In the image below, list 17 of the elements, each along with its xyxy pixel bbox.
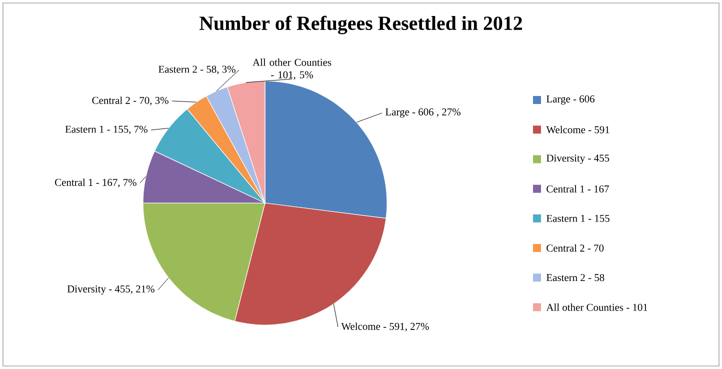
legend-label: Central 2 - 70 bbox=[546, 244, 604, 252]
chart-title: Number of Refugees Resettled in 2012 bbox=[200, 16, 522, 34]
legend-label: Large - 606 bbox=[546, 95, 594, 105]
legend-label: Central 1 - 167 bbox=[546, 185, 609, 192]
data-label: Diversity - 455, 21% bbox=[67, 285, 154, 295]
data-label: Central 1 - 167, 7% bbox=[55, 178, 136, 188]
data-label: Large - 606 , 27% bbox=[386, 108, 460, 118]
data-label: Eastern 2 - 58, 3% bbox=[158, 66, 236, 74]
legend-label: Eastern 1 - 155 bbox=[546, 214, 610, 222]
legend-label: Welcome - 591 bbox=[546, 126, 610, 134]
legend-label: Eastern 2 - 58 bbox=[546, 274, 604, 282]
legend-label: All other Counties - 101 bbox=[546, 304, 648, 311]
data-label: All other Counties - 101, 5% bbox=[252, 58, 332, 80]
data-label: Central 2 - 70, 3% bbox=[92, 96, 168, 106]
data-label: Welcome - 591, 27% bbox=[341, 322, 429, 332]
data-label: Eastern 1 - 155, 7% bbox=[65, 126, 148, 134]
legend-label: Diversity - 455 bbox=[546, 154, 610, 164]
